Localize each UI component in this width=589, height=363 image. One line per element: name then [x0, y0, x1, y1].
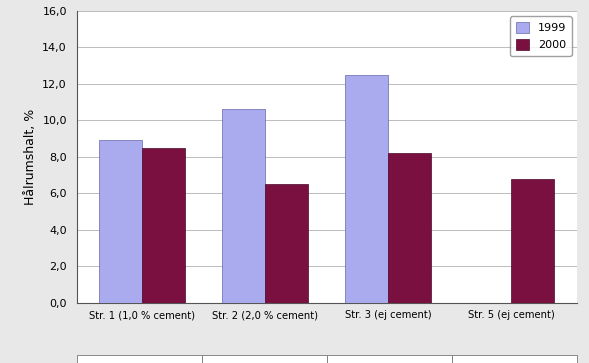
Bar: [222, 109, 266, 303]
Bar: [266, 184, 309, 303]
Bar: [100, 140, 143, 303]
Legend: 1999, 2000: 1999, 2000: [510, 16, 572, 56]
Bar: [143, 148, 186, 303]
Bar: [511, 179, 554, 303]
Bar: [388, 153, 432, 303]
Bar: [345, 75, 388, 303]
Y-axis label: Hålrumshalt, %: Hålrumshalt, %: [24, 109, 37, 205]
